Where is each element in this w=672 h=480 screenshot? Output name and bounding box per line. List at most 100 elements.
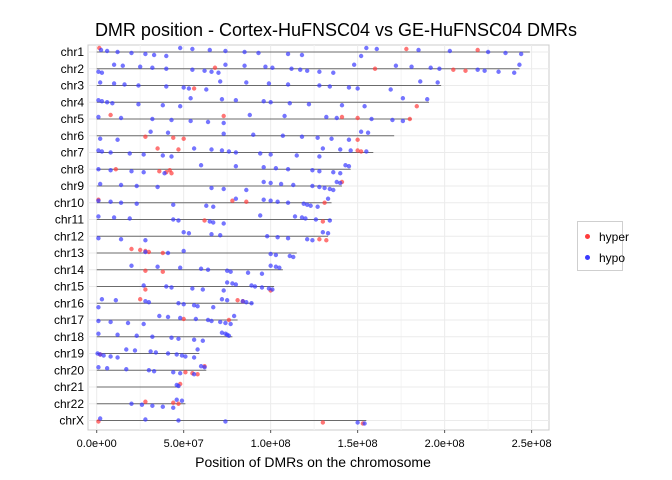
data-point-hypo	[331, 187, 336, 193]
data-point-hypo	[211, 305, 216, 310]
data-point-hypo	[209, 232, 214, 237]
data-point-hypo	[277, 265, 282, 270]
data-point-hypo	[129, 169, 134, 174]
data-point-hypo	[275, 199, 280, 204]
data-point-hypo	[496, 69, 501, 74]
data-point-hypo	[244, 187, 249, 193]
y-tick-label: chr5	[61, 112, 85, 126]
data-point-hypo	[181, 85, 186, 90]
data-point-hypo	[96, 198, 101, 203]
data-point-hypo	[150, 334, 155, 339]
data-point-hypo	[97, 80, 103, 85]
data-point-hypo	[165, 351, 171, 356]
data-point-hypo	[141, 170, 146, 175]
data-point-hypo	[310, 238, 315, 243]
data-point-hypo	[249, 283, 254, 288]
data-point-hyper	[113, 167, 119, 172]
data-point-hypo	[317, 154, 322, 159]
data-point-hypo	[143, 417, 148, 422]
data-point-hypo	[108, 319, 113, 325]
data-point-hypo	[304, 202, 310, 207]
data-point-hypo	[268, 152, 273, 157]
data-point-hypo	[181, 230, 186, 235]
x-tick-label: 2.5e+08	[512, 438, 552, 450]
data-point-hypo	[355, 86, 360, 91]
data-point-hyper	[108, 112, 113, 118]
data-point-hypo	[181, 302, 186, 307]
y-tick-label: chrX	[59, 414, 84, 428]
data-point-hypo	[127, 216, 132, 221]
data-point-hypo	[132, 348, 138, 353]
data-point-hypo	[151, 369, 157, 374]
data-point-hypo	[178, 265, 183, 270]
data-point-hypo	[268, 251, 273, 257]
data-point-hypo	[230, 281, 235, 286]
data-point-hypo	[191, 372, 197, 377]
data-point-hypo	[301, 201, 306, 206]
data-point-hypo	[211, 204, 216, 209]
data-point-hypo	[338, 147, 343, 152]
data-point-hypo	[190, 46, 195, 52]
y-tick-label: chr11	[55, 213, 84, 227]
data-point-hypo	[437, 66, 442, 71]
data-point-hypo	[191, 303, 197, 308]
data-point-hypo	[198, 266, 204, 271]
data-point-hypo	[178, 104, 183, 109]
data-point-hypo	[96, 214, 101, 219]
y-tick-label: chr10	[54, 196, 84, 210]
y-tick-label: chr1	[61, 45, 85, 59]
data-point-hypo	[343, 163, 348, 168]
data-point-hypo	[160, 103, 166, 108]
data-point-hypo	[285, 236, 291, 241]
y-tick-label: chr19	[54, 347, 84, 361]
data-point-hypo	[270, 287, 275, 292]
data-point-hypo	[164, 284, 169, 289]
data-point-hypo	[108, 168, 113, 173]
data-point-hyper	[235, 298, 240, 303]
data-point-hypo	[268, 180, 273, 186]
data-point-hypo	[176, 301, 181, 306]
data-point-hypo	[111, 81, 117, 86]
data-point-hypo	[111, 62, 117, 67]
data-point-hypo	[418, 79, 423, 84]
data-point-hyper	[171, 135, 176, 140]
data-point-hyper	[181, 316, 186, 322]
data-point-hypo	[249, 301, 254, 306]
data-point-hypo	[400, 96, 406, 101]
data-point-hypo	[364, 45, 369, 51]
data-point-hypo	[303, 216, 308, 221]
data-point-hypo	[195, 304, 200, 309]
data-point-hypo	[202, 68, 207, 73]
data-point-hypo	[327, 186, 333, 192]
data-point-hypo	[150, 116, 155, 122]
data-point-hypo	[447, 48, 453, 54]
data-point-hypo	[338, 180, 343, 186]
data-point-hypo	[108, 354, 113, 359]
data-point-hypo	[160, 153, 166, 158]
data-point-hypo	[298, 67, 303, 72]
data-point-hypo	[141, 283, 146, 288]
data-point-hypo	[179, 353, 185, 358]
data-point-hypo	[186, 86, 192, 91]
data-point-hypo	[310, 183, 315, 189]
data-point-hypo	[273, 252, 279, 258]
data-point-hypo	[228, 321, 233, 327]
data-point-hypo	[205, 317, 211, 323]
data-point-hypo	[390, 117, 395, 123]
data-point-hypo	[191, 337, 197, 342]
data-point-hypo	[221, 288, 226, 293]
data-point-hypo	[176, 336, 181, 341]
data-point-hypo	[188, 96, 193, 101]
data-point-hyper	[143, 268, 148, 273]
data-point-hypo	[134, 201, 139, 206]
data-point-hyper	[404, 46, 409, 52]
data-point-hypo	[169, 117, 174, 123]
data-point-hypo	[242, 49, 247, 55]
data-point-hypo	[306, 102, 312, 107]
y-tick-label: chr22	[54, 397, 84, 411]
data-point-hypo	[178, 371, 183, 376]
data-point-hypo	[178, 45, 183, 51]
data-point-hypo	[292, 214, 298, 219]
data-point-hypo	[125, 320, 131, 326]
data-point-hyper	[317, 237, 322, 242]
